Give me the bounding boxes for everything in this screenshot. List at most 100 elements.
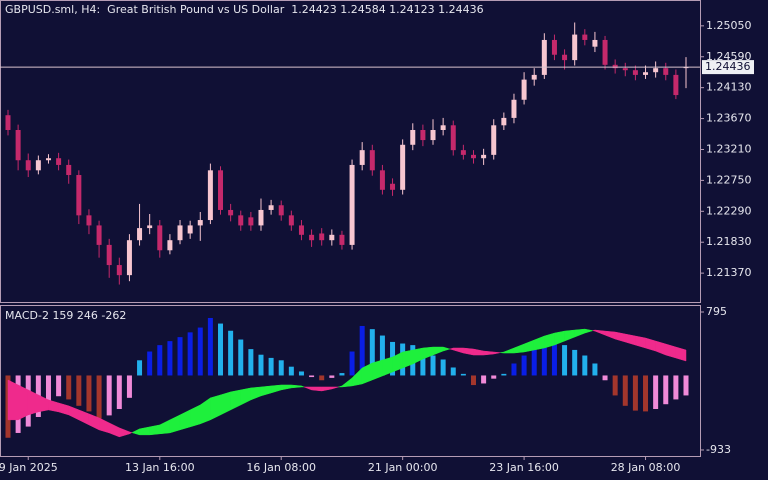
candle-body <box>400 144 406 190</box>
candle-body <box>319 233 325 241</box>
price-title: GBPUSD.sml, H4: Great British Pound vs U… <box>5 3 484 16</box>
histogram-bar <box>137 360 143 376</box>
candle-body <box>551 39 557 55</box>
macd-band <box>129 431 133 435</box>
histogram-bar <box>673 375 679 400</box>
candle-body <box>35 160 41 171</box>
candle-body <box>5 115 11 130</box>
plot-layer: 1.25050 1.24590 1.24130 1.23670 1.23210 1.227… <box>0 19 754 474</box>
histogram-bar <box>238 339 244 376</box>
histogram-bar <box>643 375 649 412</box>
y-tick-label: 1.23670 <box>706 112 752 125</box>
candle-body <box>521 79 527 100</box>
candle-body <box>673 74 679 96</box>
histogram-bar <box>481 375 487 384</box>
histogram-bar <box>369 329 375 376</box>
price-panel-frame <box>0 0 701 303</box>
candle-body <box>339 234 345 245</box>
candle-body <box>86 215 92 226</box>
y-tick-label: 1.21370 <box>706 266 752 279</box>
histogram-bar <box>470 375 476 386</box>
histogram-bar <box>106 375 112 416</box>
histogram-bar <box>339 373 345 376</box>
histogram-bar <box>379 335 385 376</box>
y-tick-label: 1.24130 <box>706 81 752 94</box>
candle-body <box>470 154 476 159</box>
histogram-bar <box>329 375 335 378</box>
histogram-bar <box>298 371 304 376</box>
histogram-bar <box>551 338 557 376</box>
candle-body <box>501 117 507 126</box>
candle-body <box>116 265 122 276</box>
histogram-bar <box>96 375 102 419</box>
y-tick-label: 1.22750 <box>706 173 752 186</box>
candle-body <box>288 215 294 226</box>
histogram-bar <box>76 375 82 406</box>
x-tick-label: 23 Jan 16:00 <box>489 461 559 474</box>
histogram-bar <box>531 349 537 376</box>
histogram-bar <box>349 351 355 376</box>
x-tick-label: 16 Jan 08:00 <box>246 461 316 474</box>
candle-body <box>106 244 112 266</box>
candle-body <box>218 170 224 210</box>
histogram-bar <box>248 349 254 376</box>
macd-panel-frame <box>0 305 701 457</box>
candle-body <box>309 234 315 241</box>
histogram-bar <box>592 363 598 376</box>
histogram-bar <box>430 355 436 376</box>
histogram-bar <box>56 375 62 397</box>
histogram-bar <box>66 375 72 400</box>
histogram-bar <box>359 325 365 376</box>
macd-band <box>442 346 451 352</box>
histogram-bar <box>288 366 294 376</box>
candle-body <box>491 125 497 155</box>
candle-body <box>582 34 588 40</box>
macd-band <box>301 385 305 388</box>
candle-body <box>177 225 183 241</box>
macd-band <box>584 328 593 334</box>
histogram-bar <box>663 375 669 405</box>
y-tick-label: -933 <box>706 443 731 456</box>
histogram-bar <box>157 345 163 376</box>
candle-body <box>126 240 132 276</box>
candle-body <box>349 164 355 245</box>
candle-body <box>359 150 365 165</box>
histogram-bar <box>612 375 618 396</box>
candle-body <box>653 68 659 73</box>
x-tick-label: 13 Jan 16:00 <box>125 461 195 474</box>
candle-body <box>258 209 264 226</box>
candle-body <box>572 34 578 61</box>
histogram-bar <box>197 327 203 376</box>
histogram-bar <box>420 349 426 376</box>
candle-body <box>248 217 254 226</box>
candle-body <box>541 39 547 75</box>
candle-body <box>157 225 163 251</box>
candle-body <box>147 225 153 229</box>
histogram-bar <box>268 357 274 376</box>
y-tick-label: 1.24590 <box>706 50 752 63</box>
histogram-bar <box>278 360 284 376</box>
histogram-bar <box>207 317 213 376</box>
candle-body <box>278 205 284 216</box>
histogram-bar <box>45 375 51 408</box>
histogram-bar <box>126 375 132 398</box>
histogram-bar <box>521 355 527 376</box>
price-label: 1.24436 <box>705 60 751 73</box>
candle-body <box>329 234 335 241</box>
candle-body <box>420 129 426 141</box>
histogram-bar <box>147 351 153 376</box>
histogram-bar <box>319 375 325 381</box>
candle-body <box>390 183 396 190</box>
histogram-bar <box>572 349 578 376</box>
candle-body <box>56 158 62 165</box>
histogram-bar <box>632 375 638 411</box>
macd-band <box>17 384 29 421</box>
candle-body <box>76 175 82 216</box>
candle-body <box>167 240 173 251</box>
candle-body <box>15 129 21 161</box>
macd-band <box>331 386 339 390</box>
histogram-bar <box>622 375 628 406</box>
histogram-bar <box>491 375 497 379</box>
